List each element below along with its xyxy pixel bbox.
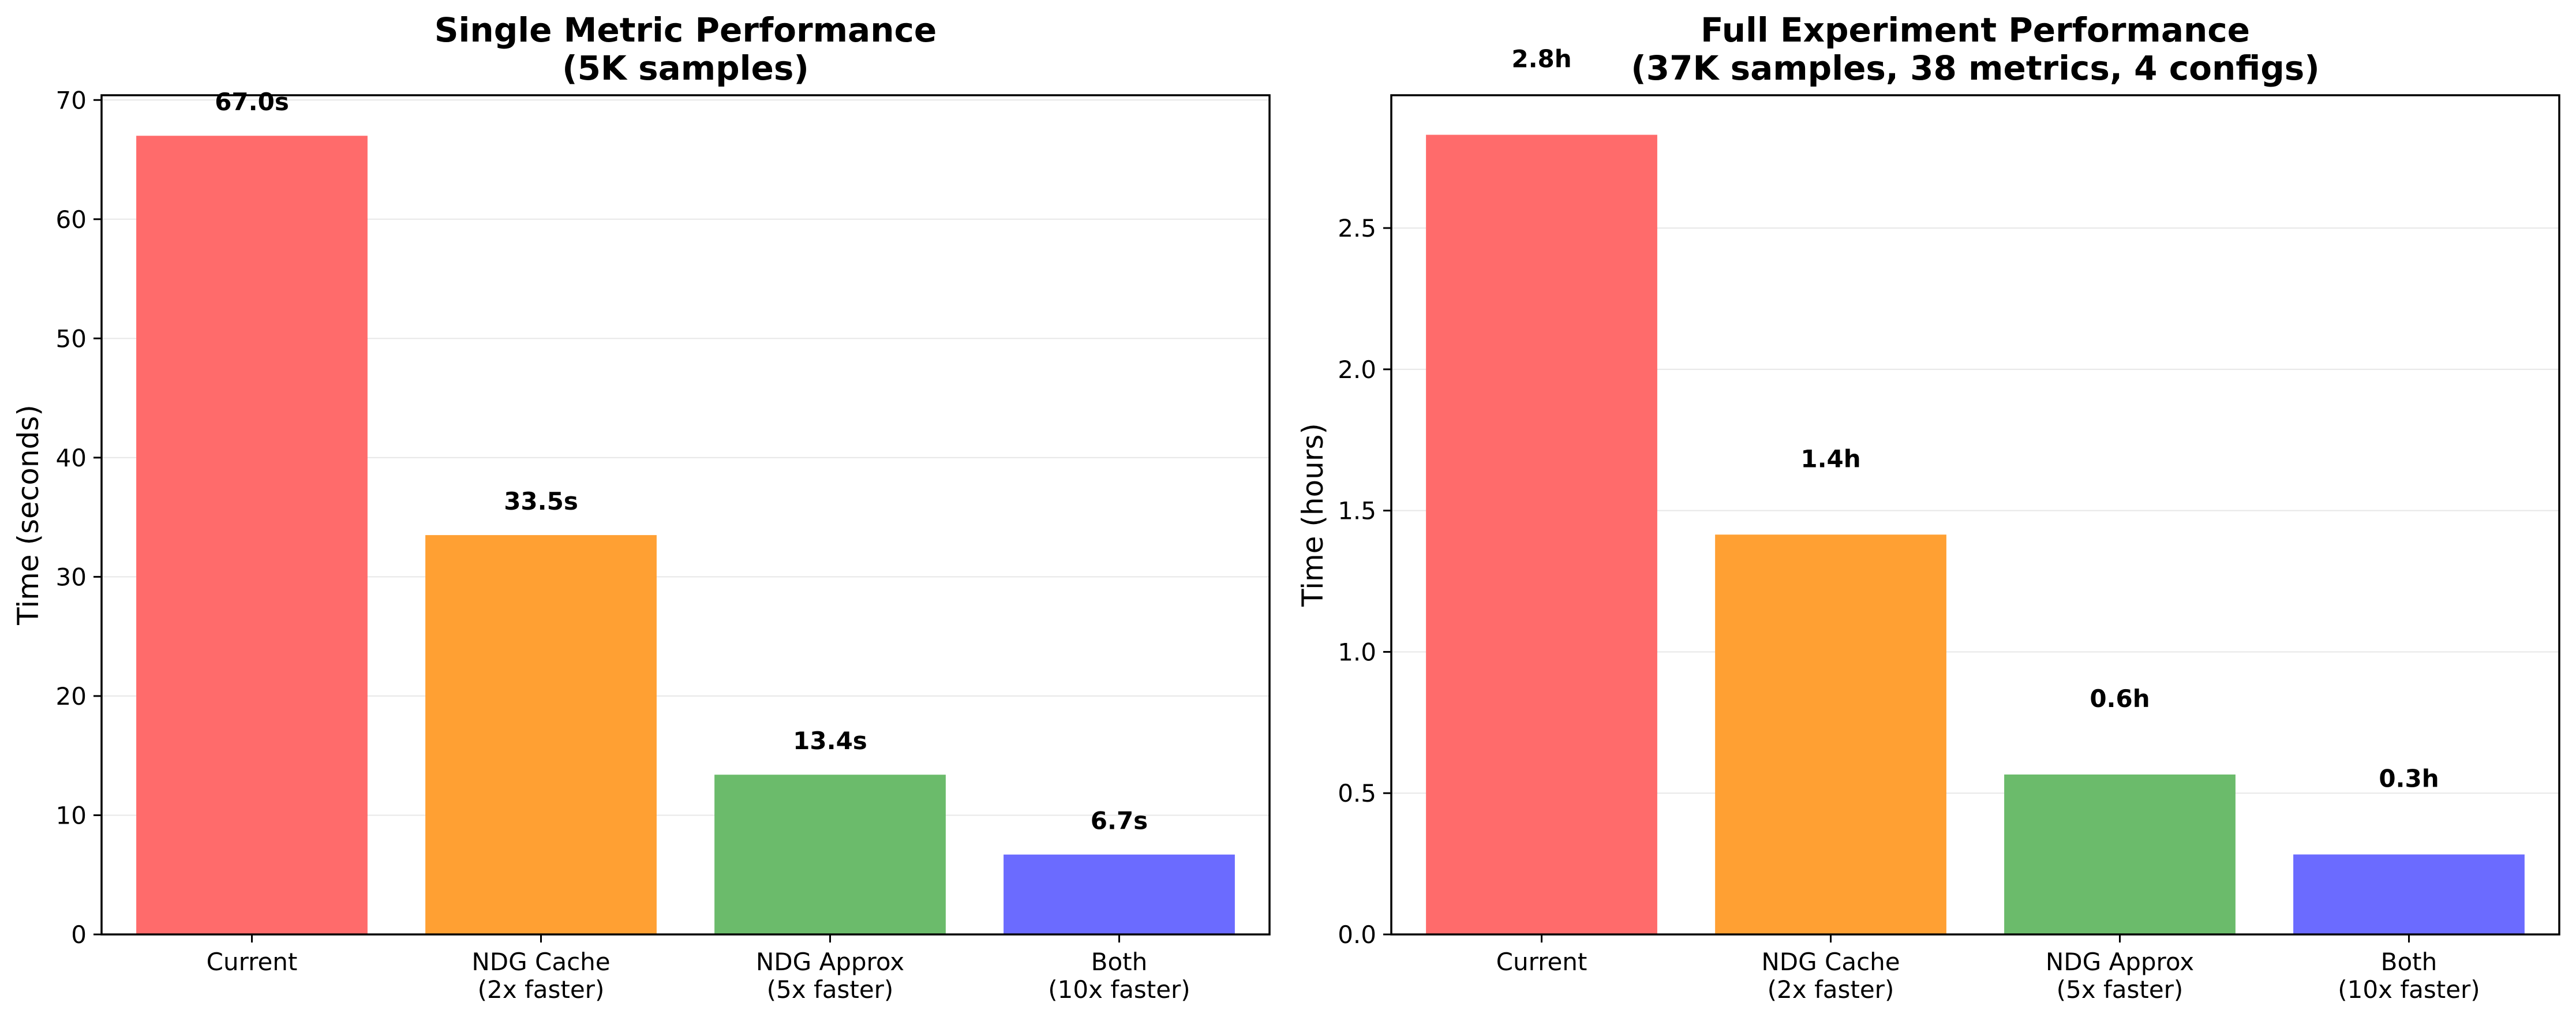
- x-tick-label: Current: [1496, 948, 1587, 976]
- bar: [1715, 534, 1946, 934]
- chart-title: (5K samples): [562, 48, 809, 88]
- y-tick-label: 70: [56, 86, 87, 114]
- chart-title: Single Metric Performance: [435, 10, 937, 50]
- bar: [1004, 854, 1235, 934]
- x-tick-label: (2x faster): [1768, 975, 1894, 1004]
- y-tick-label: 30: [56, 563, 87, 591]
- y-tick-label: 50: [56, 324, 87, 353]
- y-tick-label: 0: [71, 921, 87, 949]
- bar: [714, 775, 946, 934]
- bar: [2004, 774, 2236, 934]
- x-tick-label: NDG Cache: [1761, 948, 1900, 976]
- y-tick-label: 2.0: [1338, 356, 1376, 384]
- bar: [2293, 854, 2525, 934]
- bar: [1426, 134, 1657, 935]
- bar: [136, 136, 368, 935]
- x-tick-label: Both: [1091, 948, 1148, 976]
- x-tick-label: (5x faster): [767, 975, 894, 1004]
- data-label: 6.7s: [1091, 807, 1148, 835]
- plot-frame: [100, 94, 1271, 936]
- x-tick-label: (5x faster): [2057, 975, 2184, 1004]
- chart-full-experiment: 2.8h Current 1.4h NDG Cache(2x faster) 0.6h N…: [1296, 10, 2560, 1004]
- x-tick-label: NDG Approx: [2046, 948, 2194, 976]
- y-tick-label: 10: [56, 801, 87, 829]
- plot-frame: [1390, 94, 2560, 936]
- chart-title: Full Experiment Performance: [1701, 10, 2250, 50]
- y-tick-label: 1.0: [1338, 638, 1376, 666]
- data-label: 33.5s: [504, 487, 578, 515]
- y-axis-label: Time (seconds): [12, 405, 45, 626]
- data-label: 13.4s: [793, 727, 867, 755]
- y-tick-label: 0.0: [1338, 921, 1376, 949]
- y-tick-label: 0.5: [1338, 779, 1376, 807]
- data-label: 2.8h: [1511, 45, 1571, 73]
- y-tick-label: 40: [56, 444, 87, 472]
- x-tick-label: NDG Cache: [471, 948, 610, 976]
- data-label: 1.4h: [1800, 444, 1860, 473]
- data-label: 0.6h: [2090, 685, 2150, 713]
- x-tick-label: Both: [2381, 948, 2438, 976]
- bar: [425, 535, 657, 934]
- y-tick-label: 20: [56, 682, 87, 710]
- data-label: 0.3h: [2379, 764, 2439, 792]
- y-tick-label: 2.5: [1338, 214, 1376, 242]
- x-tick-label: (2x faster): [478, 975, 605, 1004]
- chart-single-metric: 67.0s Current 33.5s NDG Cache(2x faster) 13.…: [12, 10, 1271, 1004]
- y-tick-label: 60: [56, 205, 87, 234]
- x-tick-label: NDG Approx: [756, 948, 904, 976]
- x-tick-label: (10x faster): [2338, 975, 2480, 1004]
- chart-title: (37K samples, 38 metrics, 4 configs): [1631, 48, 2320, 88]
- x-tick-label: Current: [207, 948, 298, 976]
- y-axis-label: Time (hours): [1296, 423, 1330, 607]
- x-tick-label: (10x faster): [1048, 975, 1190, 1004]
- data-label: 67.0s: [215, 88, 289, 116]
- y-tick-label: 1.5: [1338, 497, 1376, 525]
